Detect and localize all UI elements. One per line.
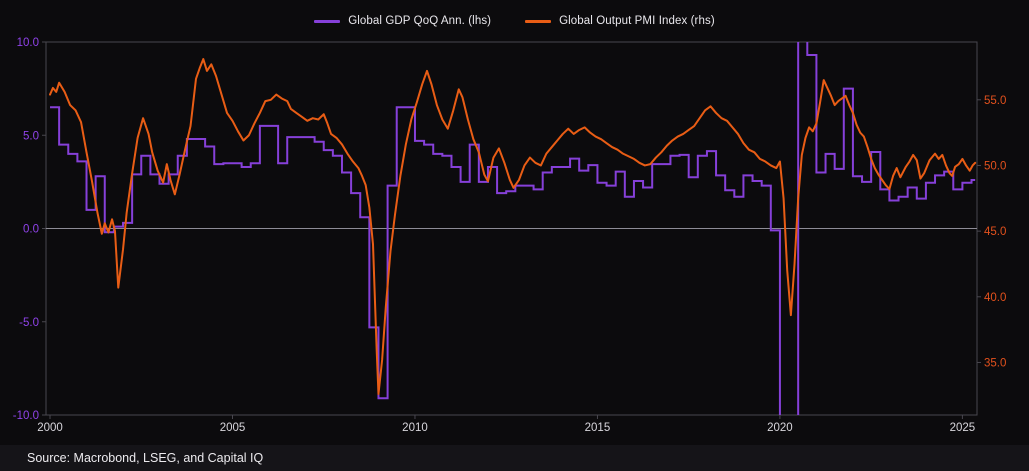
tick-label: 5.0: [23, 130, 39, 142]
tick-label: -5.0: [19, 317, 39, 329]
pmi-series-line: [49, 58, 977, 395]
tick-label: 0.0: [23, 224, 39, 236]
tick-label: 40.0: [984, 292, 1006, 304]
tick-label: 2010: [402, 422, 428, 434]
x-axis-tick-labels: 2000 2005 2010 2015 2020 2025: [37, 422, 975, 434]
left-axis-tick-labels: 10.0 5.0 0.0 -5.0 -10.0: [13, 37, 39, 422]
tick-label: 45.0: [984, 226, 1006, 238]
tick-label: 10.0: [17, 37, 39, 49]
tick-label: -10.0: [13, 410, 39, 422]
pmi-line-swatch-icon: [525, 19, 552, 23]
tick-label: 2000: [37, 422, 63, 434]
tick-label: 55.0: [984, 95, 1006, 107]
tick-label: 2015: [585, 422, 611, 434]
tick-label: 2020: [767, 422, 793, 434]
source-text: Source: Macrobond, LSEG, and Capital IQ: [27, 451, 264, 465]
tick-label: 50.0: [984, 160, 1006, 172]
right-axis-tick-labels: 55.0 50.0 45.0 40.0 35.0: [984, 95, 1006, 370]
tick-label: 35.0: [984, 357, 1006, 369]
gdp-series-line: [50, 42, 976, 415]
tick-label: 2025: [950, 422, 976, 434]
chart-legend: Global GDP QoQ Ann. (lhs) Global Output …: [0, 15, 1029, 27]
legend-item-gdp: Global GDP QoQ Ann. (lhs): [314, 15, 491, 27]
axis-tick-marks: [42, 41, 981, 419]
legend-label-gdp: Global GDP QoQ Ann. (lhs): [348, 15, 492, 27]
legend-label-pmi: Global Output PMI Index (rhs): [559, 15, 715, 27]
gdp-line-swatch-icon: [314, 19, 341, 23]
source-footer: Source: Macrobond, LSEG, and Capital IQ: [0, 445, 1029, 471]
tick-label: 2005: [220, 422, 246, 434]
legend-item-pmi: Global Output PMI Index (rhs): [525, 15, 715, 27]
